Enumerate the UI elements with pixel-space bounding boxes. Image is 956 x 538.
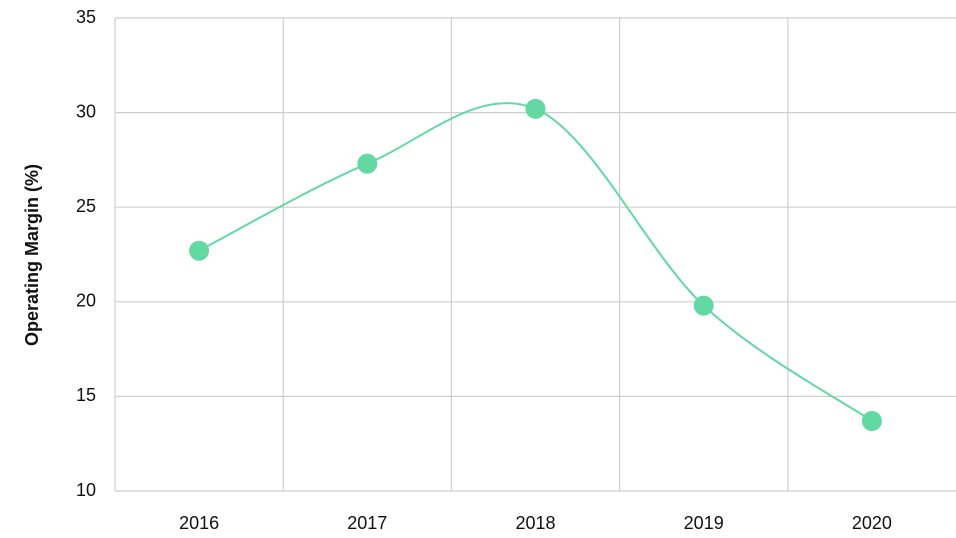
x-tick-label: 2020 <box>852 513 892 533</box>
y-tick-label: 25 <box>76 196 96 216</box>
y-tick-label: 15 <box>76 385 96 405</box>
y-tick-label: 10 <box>76 480 96 500</box>
point <box>525 98 546 119</box>
y-axis-label: Operating Margin (%) <box>22 164 42 346</box>
y-tick-label: 35 <box>76 7 96 27</box>
x-tick-label: 2018 <box>515 513 555 533</box>
x-tick-label: 2017 <box>347 513 387 533</box>
line <box>198 102 873 422</box>
y-tick-label: 20 <box>76 291 96 311</box>
x-tick-label: 2016 <box>179 513 219 533</box>
y-tick-label: 30 <box>76 101 96 121</box>
point <box>693 295 714 316</box>
point <box>861 410 882 431</box>
x-tick-label: 2019 <box>684 513 724 533</box>
point <box>357 153 378 174</box>
point <box>189 240 210 261</box>
